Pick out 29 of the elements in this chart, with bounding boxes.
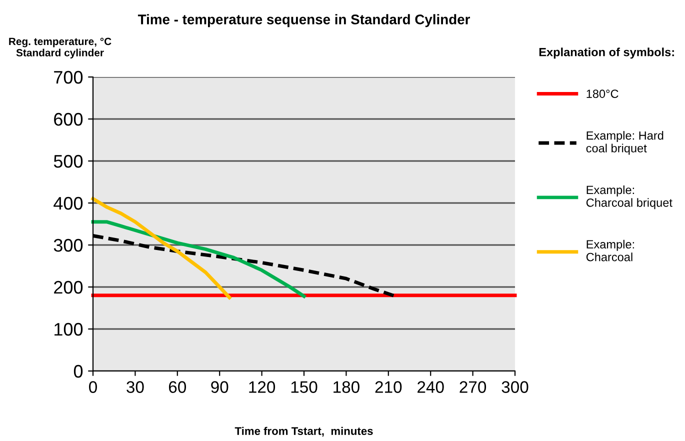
x-axis-title: Time from Tstart, minutes — [234, 426, 373, 437]
y-tick-label: 200 — [54, 280, 83, 294]
y-tick-label: 400 — [54, 196, 83, 210]
y-tick-label: 0 — [74, 364, 83, 378]
legend-label: 180°C — [586, 90, 618, 98]
x-tick-label: 180 — [334, 381, 360, 393]
x-tick-label: 90 — [211, 381, 228, 393]
legend-label: Example: Charcoal briquet — [586, 185, 672, 210]
y-tick-label: 100 — [54, 322, 83, 336]
y-tick-label: 700 — [54, 70, 83, 84]
line-series — [91, 220, 306, 298]
y-tick-label: 600 — [54, 112, 83, 126]
legend-label: Example: Hard coal briquet — [586, 131, 664, 155]
legend-label: Example: Charcoal — [586, 240, 634, 262]
x-tick-label: 210 — [375, 381, 402, 393]
chart-title: Time - temperature sequense in Standard Cylinder — [138, 14, 470, 28]
x-tick-label: 30 — [126, 381, 144, 393]
y-axis-title: Reg. temperature, °C Standard cylinder — [9, 38, 112, 58]
legend-title: Explanation of symbols: — [539, 48, 674, 59]
x-tick-label: 240 — [418, 381, 444, 393]
x-tick-label: 150 — [291, 381, 318, 393]
line-series — [91, 197, 232, 300]
x-tick-label: 120 — [249, 381, 276, 393]
x-tick-label: 0 — [89, 381, 97, 393]
x-tick-label: 300 — [502, 381, 528, 393]
x-tick-label: 60 — [168, 381, 186, 393]
y-tick-label: 500 — [54, 154, 83, 168]
x-tick-label: 270 — [460, 381, 486, 393]
y-tick-label: 300 — [54, 238, 83, 252]
